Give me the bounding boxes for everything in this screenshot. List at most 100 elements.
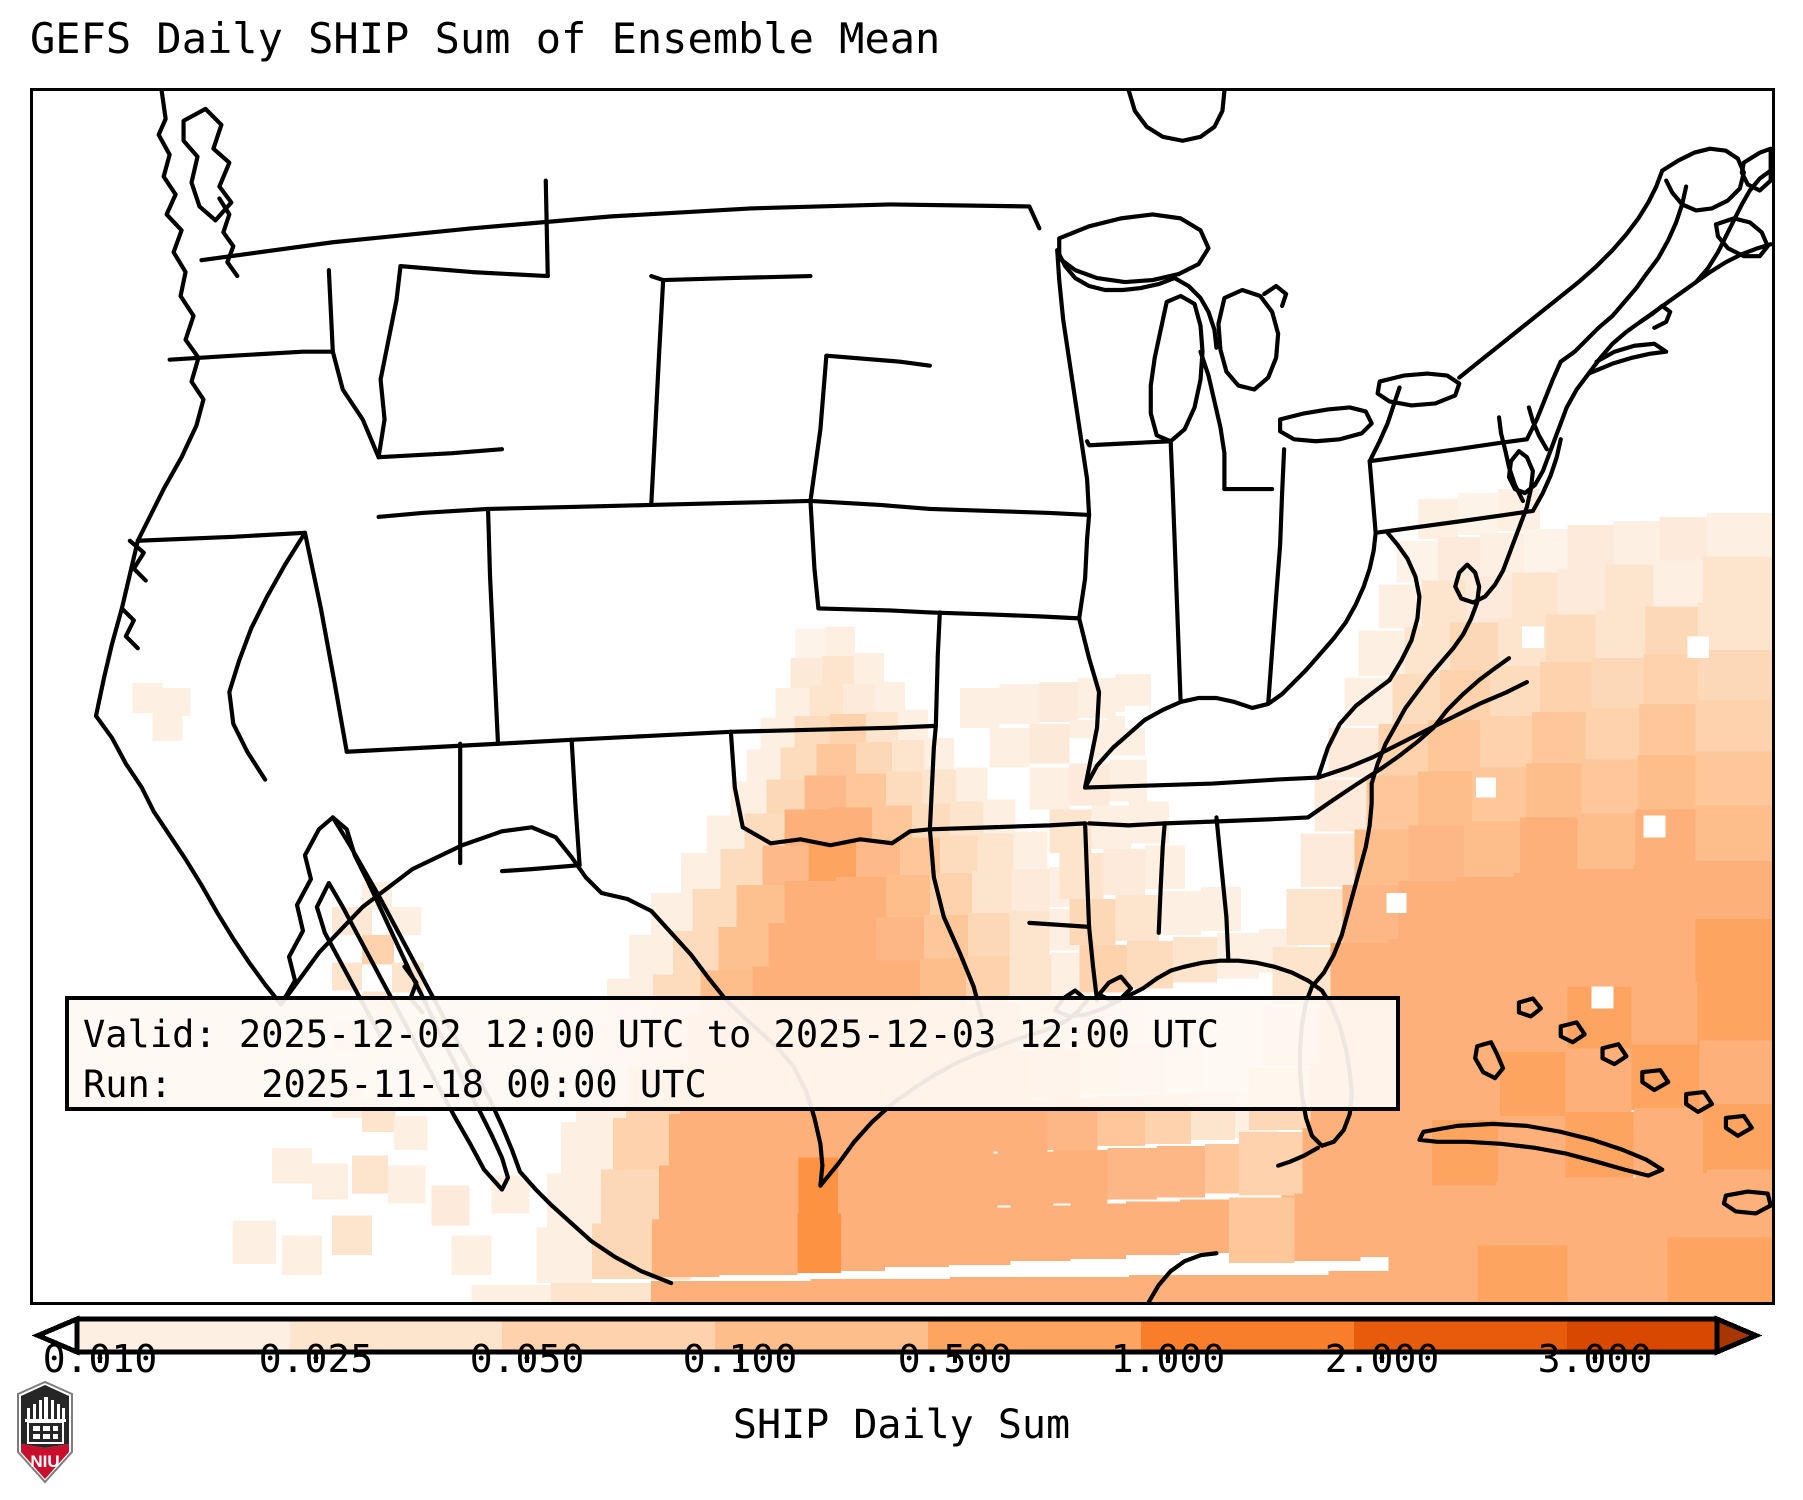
mexico-mainland-coast	[517, 1169, 674, 1286]
colorbar-band	[77, 1319, 290, 1352]
border-mn-wi	[1055, 248, 1092, 517]
florida-keys	[1276, 1145, 1321, 1168]
newfoundland	[1739, 146, 1772, 193]
border-va-ky-wv	[1315, 677, 1392, 780]
colorbar-band	[1354, 1319, 1567, 1352]
border-tn-ky	[1083, 775, 1321, 790]
border-mo-ar	[927, 821, 1088, 832]
andros	[1473, 1040, 1506, 1081]
border-ms-al	[1156, 821, 1167, 935]
border-mn-ia	[927, 506, 1092, 517]
border-id-mt-wy	[376, 264, 403, 460]
run-time-line: Run: 2025-11-18 00:00 UTC	[83, 1063, 707, 1106]
border-in-oh	[1266, 447, 1287, 707]
hispaniola	[1721, 1189, 1772, 1216]
chesapeake-delmarva	[1506, 405, 1569, 525]
colorbar-tick-label: 3.000	[1537, 1337, 1653, 1381]
colorbar-tick-label: 1.000	[1110, 1337, 1226, 1381]
border-nm-tx-south	[499, 863, 582, 874]
gulf-of-st-lawrence	[1660, 146, 1746, 213]
valid-run-infobox: Valid: 2025-12-02 12:00 UTC to 2025-12-0…	[65, 996, 1400, 1111]
border-wi-mi-detail	[1172, 275, 1219, 350]
colorbar-band	[1141, 1319, 1354, 1352]
border-sc-nc	[1431, 656, 1512, 730]
border-wv-va	[1385, 530, 1422, 683]
colorbar-tick-label: 0.050	[469, 1337, 585, 1381]
vancouver-island	[181, 106, 234, 223]
canada-north-coast-hudson	[1126, 91, 1227, 143]
border-me-canada	[1644, 184, 1689, 277]
lake-huron	[1216, 287, 1281, 392]
border-pa-ny	[1367, 459, 1378, 535]
border-nd-sd-line	[824, 353, 932, 368]
border-mt-nd	[661, 273, 813, 283]
border-tx-la	[927, 827, 984, 1019]
border-al-ga	[1214, 815, 1231, 963]
cuba	[1417, 1121, 1665, 1178]
border-nc-va	[1369, 679, 1529, 760]
border-ok-tx	[728, 729, 932, 848]
page-title: GEFS Daily SHIP Sum of Ensemble Mean	[30, 14, 941, 63]
colorbar[interactable]	[30, 1305, 1775, 1365]
border-nd-sd	[808, 353, 829, 504]
border-ar-la	[1027, 920, 1092, 929]
lake-ontario	[1375, 371, 1462, 408]
colorbar-ticks	[98, 1352, 1597, 1363]
border-or-id	[330, 349, 381, 460]
border-mo-il	[1077, 616, 1102, 790]
niu-logo: NIU	[14, 1378, 76, 1486]
bahamas-3	[1600, 1042, 1629, 1067]
st-lawrence-river	[1457, 168, 1665, 380]
border-ga-sc	[1305, 725, 1436, 820]
colorbar-tick-label: 0.100	[682, 1337, 798, 1381]
colorbar-band	[502, 1319, 715, 1352]
florida-east-coast	[1309, 781, 1374, 989]
chesapeake-bay	[1496, 415, 1526, 504]
colorbar-tick-label: 0.500	[897, 1337, 1013, 1381]
border-ks-ok	[728, 723, 938, 734]
lake-michigan	[1148, 293, 1205, 444]
border-mi-lower-left	[1198, 349, 1227, 492]
border-md-pa-line	[1373, 508, 1535, 535]
bahamas-4	[1640, 1068, 1671, 1093]
delaware-bay	[1526, 405, 1549, 452]
border-ut-wy	[376, 506, 491, 519]
coastline-california	[93, 713, 284, 1007]
border-wa-or	[167, 349, 335, 362]
border-mt-internal	[543, 178, 550, 279]
colorbar-tick-labels: 0.010 0.025 0.050 0.100 0.500 1.000 2.00…	[0, 1337, 1803, 1387]
colorbar-extend-min-arrow	[31, 1315, 80, 1356]
border-ok-ar	[927, 723, 938, 832]
border-wi-il	[1084, 439, 1173, 448]
colorbar-band	[928, 1319, 1141, 1352]
colorbar-title: SHIP Daily Sum	[732, 1402, 1071, 1448]
coastline-pacific-northwest	[93, 91, 206, 718]
lake-erie	[1278, 405, 1374, 444]
border-wy-ne-sd	[649, 273, 666, 508]
border-sd-ne	[808, 498, 932, 512]
colorbar-tick-label: 0.025	[258, 1337, 374, 1381]
maine-coast	[1693, 168, 1772, 285]
border-il-in	[1168, 439, 1183, 705]
baja-california	[278, 815, 511, 1192]
gulf-coast-mississippi-alabama	[1182, 958, 1311, 983]
border-nm-tx	[569, 737, 582, 868]
border-ca-nv-az	[227, 530, 308, 782]
yucatan-coast	[1146, 1251, 1219, 1302]
border-tn-al-ga	[1162, 815, 1311, 826]
puget-sound-detail	[217, 196, 240, 279]
border-nj-ny	[1530, 437, 1563, 514]
border-ks-mo	[933, 610, 942, 728]
colorbar-bands	[77, 1319, 1717, 1352]
border-oh-wv-pa	[1303, 530, 1378, 673]
atlantic-coast-northeast	[1564, 242, 1772, 410]
border-wa-id	[326, 268, 335, 354]
colorbar-band	[1567, 1319, 1717, 1352]
border-id-nv-ut	[376, 447, 505, 460]
map-panel: Valid: 2025-12-02 12:00 UTC to 2025-12-0…	[30, 88, 1775, 1305]
long-island	[1586, 341, 1669, 376]
border-tn-nc	[1315, 755, 1374, 780]
border-ne-ks-line	[816, 606, 932, 615]
border-ut-co	[485, 506, 501, 746]
border-ms-tn	[1086, 821, 1167, 828]
